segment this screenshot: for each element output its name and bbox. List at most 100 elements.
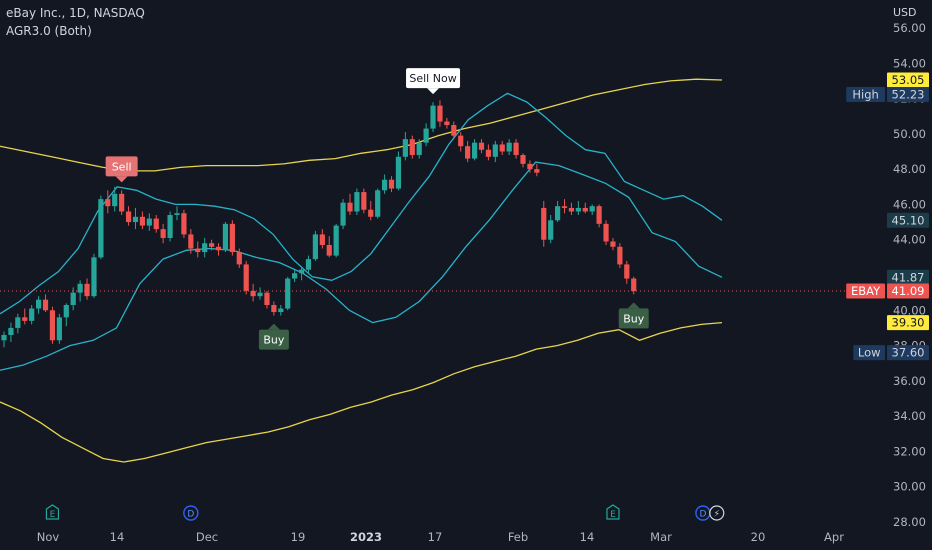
candle[interactable] (582, 202, 588, 214)
event-marker-dividend[interactable]: D (183, 505, 199, 521)
candle[interactable] (340, 199, 346, 230)
candle[interactable] (278, 304, 284, 316)
candle[interactable] (292, 269, 298, 283)
candle[interactable] (506, 139, 512, 156)
candle[interactable] (63, 303, 69, 327)
candle[interactable] (444, 117, 450, 129)
candle[interactable] (541, 200, 547, 247)
candle[interactable] (70, 287, 76, 311)
candle[interactable] (36, 296, 42, 314)
candle[interactable] (222, 222, 229, 253)
candle[interactable] (430, 102, 436, 133)
candle[interactable] (264, 290, 270, 309)
candle[interactable] (112, 186, 118, 212)
candle[interactable] (485, 144, 491, 161)
signal-sell-now[interactable]: Sell Now (406, 68, 461, 95)
candle[interactable] (132, 207, 139, 230)
candle[interactable] (91, 253, 97, 298)
candle[interactable] (271, 301, 277, 316)
candle[interactable] (513, 139, 519, 159)
candle[interactable] (534, 163, 540, 177)
candle[interactable] (181, 209, 187, 238)
candle[interactable] (29, 304, 35, 325)
candle[interactable] (8, 322, 14, 343)
candle[interactable] (160, 223, 166, 244)
candle[interactable] (167, 211, 173, 242)
signal-sell[interactable]: Sell (105, 156, 138, 183)
candle[interactable] (375, 188, 381, 219)
candle[interactable] (257, 287, 263, 300)
candle[interactable] (174, 206, 180, 221)
candle[interactable] (561, 199, 568, 214)
candle[interactable] (125, 206, 132, 226)
candle[interactable] (298, 266, 305, 281)
candle[interactable] (416, 139, 422, 159)
candle[interactable] (305, 255, 312, 274)
candle[interactable] (319, 229, 325, 249)
candle[interactable] (42, 294, 49, 313)
event-marker-dividend[interactable]: D (695, 505, 711, 521)
candle[interactable] (202, 237, 208, 258)
candle[interactable] (631, 276, 637, 295)
candle[interactable] (195, 241, 201, 258)
candle[interactable] (84, 278, 90, 300)
event-marker-earnings[interactable]: E (45, 504, 60, 520)
candle[interactable] (243, 260, 249, 295)
candle[interactable] (465, 140, 471, 163)
candle[interactable] (568, 202, 575, 216)
event-marker-split[interactable]: ⚡ (709, 505, 725, 521)
candle[interactable] (209, 239, 215, 251)
event-marker-earnings[interactable]: E (606, 504, 620, 520)
candle[interactable] (395, 151, 402, 191)
candle[interactable] (437, 100, 443, 127)
candle[interactable] (333, 223, 339, 258)
candle[interactable] (382, 174, 388, 194)
candle[interactable] (610, 237, 616, 251)
candle[interactable] (146, 213, 152, 231)
candle[interactable] (527, 160, 533, 173)
candle[interactable] (402, 132, 408, 161)
candle[interactable] (56, 313, 62, 344)
indicator-label[interactable]: AGR3.0 (Both) (6, 24, 92, 38)
candle[interactable] (548, 215, 554, 244)
candle[interactable] (451, 121, 457, 140)
candle[interactable] (347, 193, 353, 216)
candle[interactable] (77, 280, 83, 302)
candle[interactable] (589, 204, 595, 216)
candle[interactable] (492, 140, 498, 163)
candle[interactable] (388, 176, 395, 193)
candle[interactable] (22, 308, 28, 325)
candle[interactable] (215, 243, 222, 256)
candle[interactable] (624, 260, 630, 284)
candle[interactable] (119, 190, 125, 216)
candle[interactable] (368, 200, 374, 221)
candle[interactable] (471, 139, 478, 161)
candle[interactable] (98, 195, 104, 260)
candle[interactable] (105, 190, 111, 214)
candle[interactable] (555, 200, 561, 223)
candle[interactable] (188, 229, 194, 254)
candle[interactable] (575, 200, 581, 216)
candle[interactable] (49, 306, 56, 344)
signal-buy[interactable]: Buy (258, 323, 289, 350)
candle[interactable] (423, 123, 429, 147)
candle[interactable] (236, 248, 242, 268)
candle[interactable] (139, 211, 145, 230)
candle[interactable] (617, 243, 623, 268)
symbol-title[interactable]: eBay Inc., 1D, NASDAQ (6, 6, 145, 20)
candle[interactable] (520, 153, 526, 168)
candle[interactable] (603, 220, 609, 246)
candle[interactable] (153, 215, 159, 233)
candle[interactable] (326, 236, 332, 258)
candle[interactable] (596, 204, 602, 228)
candle[interactable] (285, 276, 291, 311)
candle[interactable] (478, 139, 485, 154)
candle[interactable] (250, 283, 256, 302)
candle[interactable] (354, 188, 360, 216)
candle[interactable] (229, 220, 235, 256)
signal-buy[interactable]: Buy (618, 302, 649, 329)
candle[interactable] (458, 132, 464, 152)
candle[interactable] (499, 140, 505, 156)
candle[interactable] (409, 135, 415, 159)
